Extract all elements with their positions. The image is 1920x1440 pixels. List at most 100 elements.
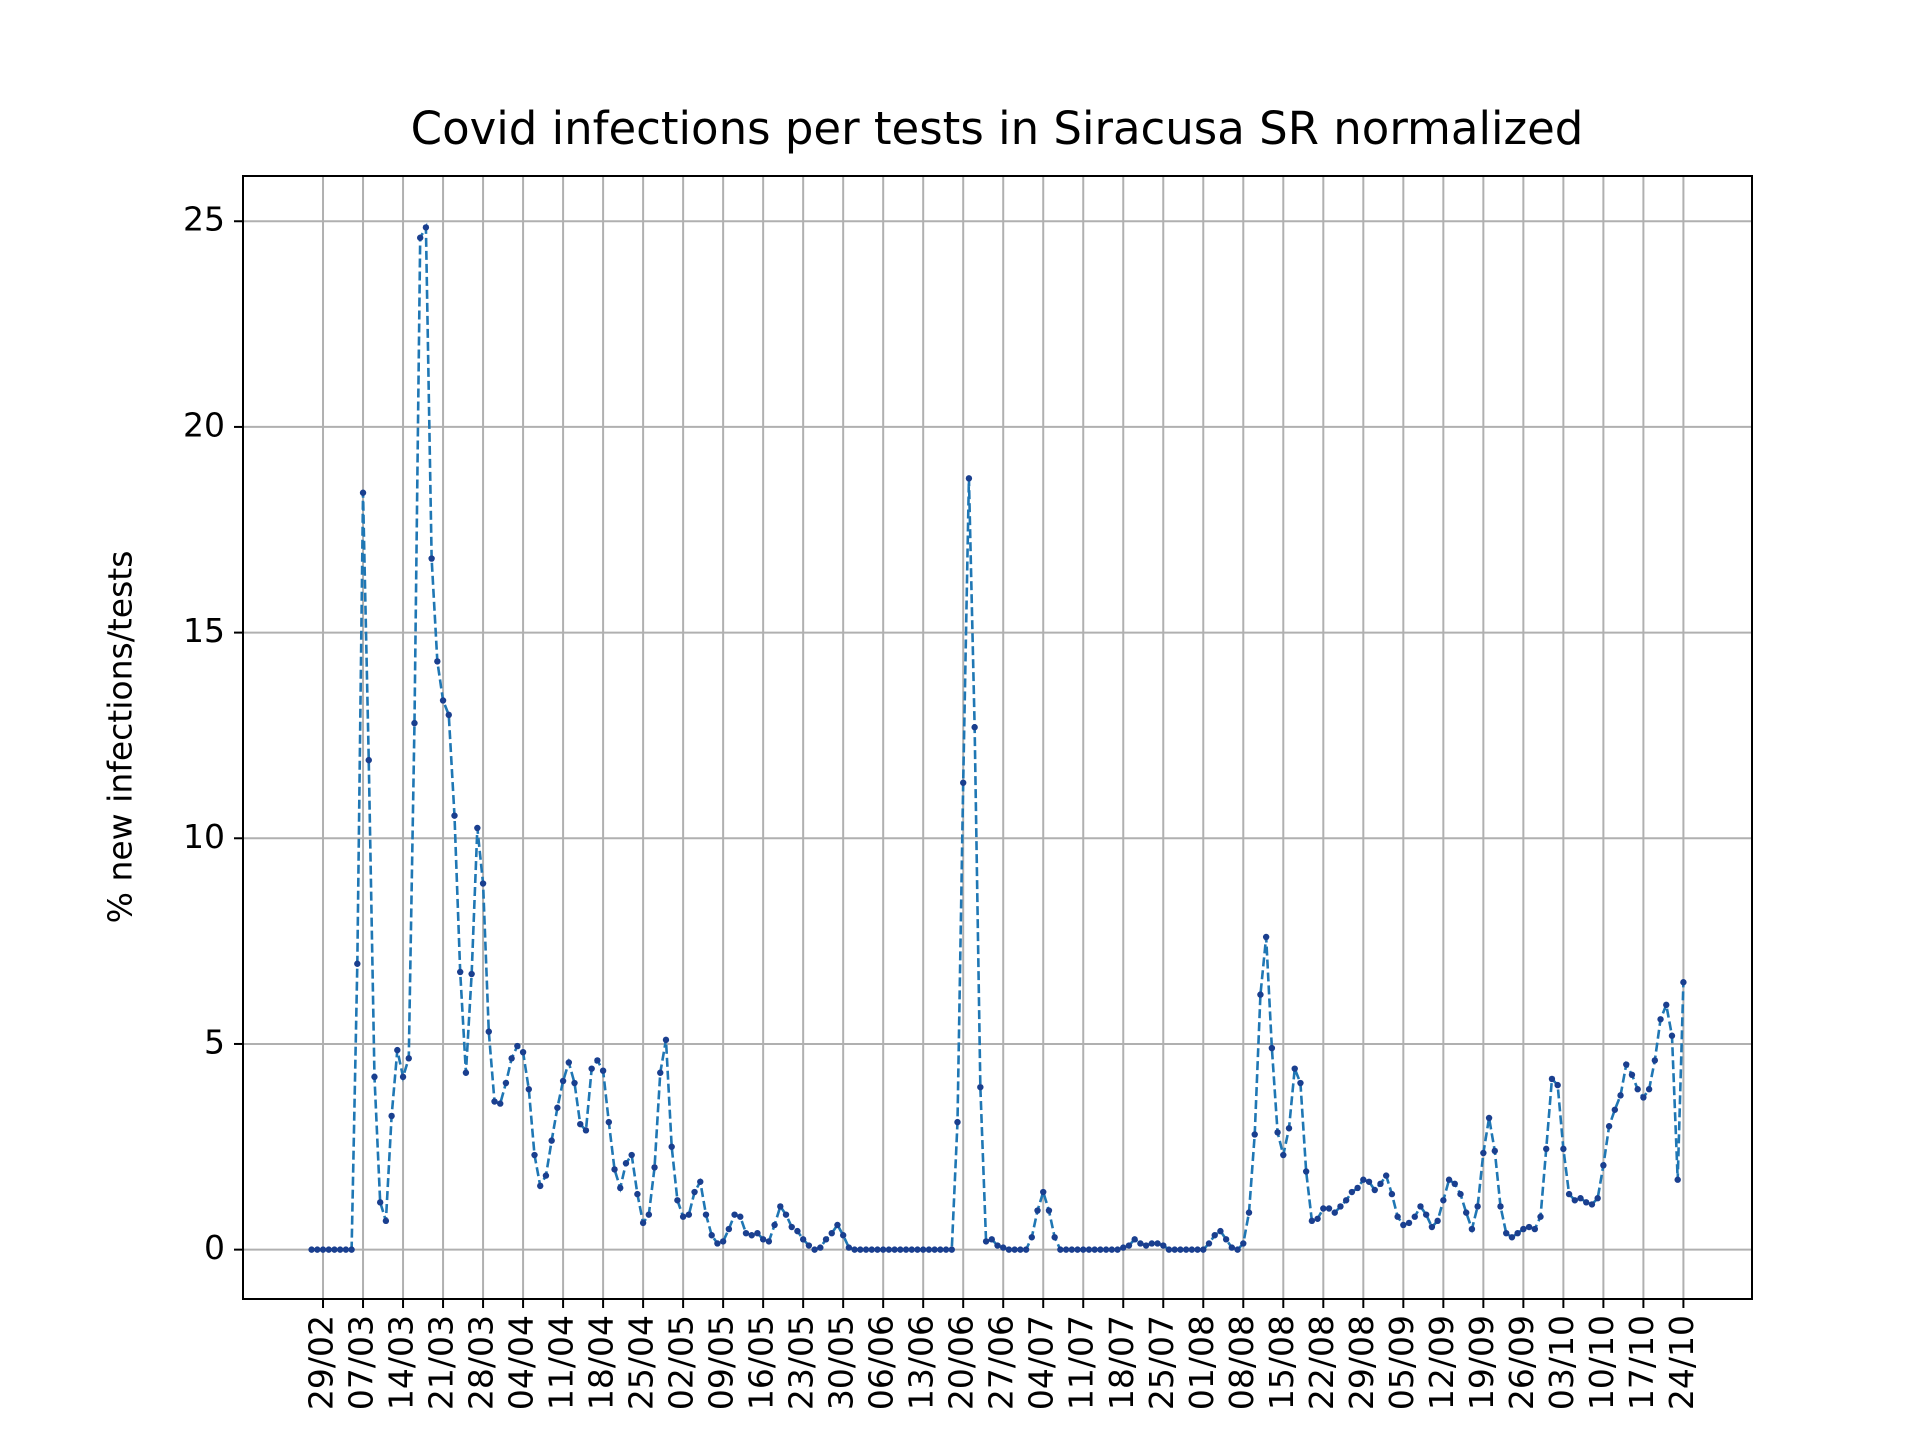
data-point bbox=[1548, 1075, 1556, 1083]
data-point bbox=[1680, 979, 1687, 986]
data-point bbox=[376, 1199, 384, 1206]
data-point bbox=[1080, 1246, 1087, 1253]
data-point bbox=[1022, 1246, 1030, 1253]
data-point bbox=[748, 1232, 755, 1239]
data-point bbox=[1097, 1246, 1104, 1253]
y-tick-label: 0 bbox=[204, 1228, 225, 1267]
data-point bbox=[982, 1238, 990, 1245]
data-point bbox=[1257, 991, 1264, 998]
x-tick-label: 29/08 bbox=[1342, 1315, 1381, 1410]
x-tick-label: 13/06 bbox=[902, 1315, 941, 1410]
data-point bbox=[685, 1211, 693, 1218]
data-point bbox=[1634, 1086, 1641, 1093]
data-point bbox=[1480, 1149, 1487, 1157]
data-point bbox=[365, 756, 372, 764]
data-point bbox=[862, 1246, 870, 1253]
data-point bbox=[1057, 1246, 1064, 1253]
data-point bbox=[1160, 1242, 1167, 1249]
data-point bbox=[531, 1151, 538, 1159]
data-point bbox=[1417, 1203, 1424, 1210]
data-point bbox=[605, 1118, 613, 1126]
x-tick-label: 20/06 bbox=[942, 1315, 981, 1410]
data-point bbox=[308, 1246, 315, 1253]
data-line bbox=[311, 222, 1685, 1252]
data-point bbox=[1045, 1207, 1053, 1214]
data-point bbox=[1497, 1203, 1504, 1210]
data-point bbox=[611, 1166, 618, 1173]
data-point bbox=[1365, 1178, 1373, 1185]
data-point bbox=[1205, 1240, 1213, 1247]
x-tick-label: 21/03 bbox=[422, 1315, 461, 1410]
data-point bbox=[1342, 1197, 1350, 1204]
data-point bbox=[462, 1069, 470, 1076]
data-point bbox=[977, 1083, 984, 1091]
data-point bbox=[754, 1229, 761, 1237]
data-point bbox=[1525, 1223, 1533, 1231]
data-point bbox=[805, 1242, 813, 1249]
x-tick-label: 25/04 bbox=[622, 1315, 661, 1410]
data-point bbox=[1125, 1242, 1133, 1249]
data-point bbox=[382, 1217, 390, 1225]
data-point bbox=[725, 1225, 733, 1233]
data-point bbox=[1194, 1246, 1201, 1253]
data-point bbox=[428, 555, 435, 562]
data-point bbox=[1240, 1240, 1247, 1247]
data-point bbox=[817, 1244, 824, 1251]
data-point bbox=[548, 1137, 555, 1144]
data-point bbox=[1457, 1190, 1464, 1198]
data-point bbox=[657, 1069, 664, 1076]
y-tick-label: 20 bbox=[183, 405, 225, 444]
x-tick-label: 09/05 bbox=[702, 1315, 741, 1410]
x-tick-label: 04/04 bbox=[502, 1315, 541, 1410]
data-point bbox=[1394, 1213, 1401, 1220]
data-point bbox=[1571, 1197, 1579, 1204]
data-point bbox=[1297, 1079, 1304, 1087]
data-point bbox=[811, 1246, 818, 1253]
data-point bbox=[1508, 1234, 1516, 1241]
data-point bbox=[948, 1246, 955, 1253]
x-tick-label: 26/09 bbox=[1502, 1315, 1541, 1410]
data-point bbox=[908, 1246, 915, 1253]
data-point bbox=[1422, 1211, 1430, 1218]
data-point bbox=[1182, 1246, 1190, 1253]
data-point bbox=[794, 1227, 801, 1235]
data-point bbox=[634, 1190, 641, 1198]
data-point bbox=[319, 1246, 327, 1253]
x-tick-label: 07/03 bbox=[342, 1315, 381, 1410]
data-point bbox=[1583, 1199, 1590, 1206]
data-point bbox=[914, 1246, 921, 1253]
data-point bbox=[1377, 1180, 1384, 1188]
data-point bbox=[954, 1118, 961, 1126]
data-point bbox=[1668, 1032, 1676, 1039]
data-point bbox=[994, 1242, 1001, 1249]
data-point bbox=[1108, 1246, 1116, 1253]
data-point bbox=[594, 1057, 601, 1064]
data-point bbox=[651, 1164, 658, 1171]
grid bbox=[243, 176, 1752, 1299]
data-point bbox=[919, 1246, 927, 1253]
x-tick-label: 05/09 bbox=[1382, 1315, 1421, 1410]
data-point bbox=[1474, 1203, 1481, 1210]
data-point bbox=[542, 1172, 550, 1179]
data-point bbox=[1537, 1213, 1544, 1220]
data-point bbox=[737, 1213, 744, 1220]
data-point bbox=[1222, 1236, 1230, 1243]
data-point bbox=[1188, 1246, 1196, 1253]
data-point bbox=[1360, 1176, 1367, 1183]
data-point bbox=[1388, 1190, 1396, 1198]
data-point bbox=[925, 1246, 933, 1253]
data-point bbox=[422, 224, 430, 231]
data-point bbox=[777, 1203, 784, 1210]
data-point bbox=[394, 1046, 401, 1054]
data-point bbox=[1102, 1246, 1110, 1253]
data-point bbox=[822, 1236, 830, 1243]
data-point bbox=[588, 1065, 595, 1072]
data-point bbox=[1520, 1225, 1527, 1233]
data-point bbox=[788, 1223, 795, 1231]
data-point bbox=[497, 1100, 504, 1107]
data-point bbox=[519, 1048, 527, 1056]
chart-title: Covid infections per tests in Siracusa S… bbox=[411, 102, 1584, 155]
data-point bbox=[988, 1236, 995, 1243]
data-point bbox=[1663, 1001, 1670, 1009]
data-point bbox=[485, 1028, 492, 1035]
